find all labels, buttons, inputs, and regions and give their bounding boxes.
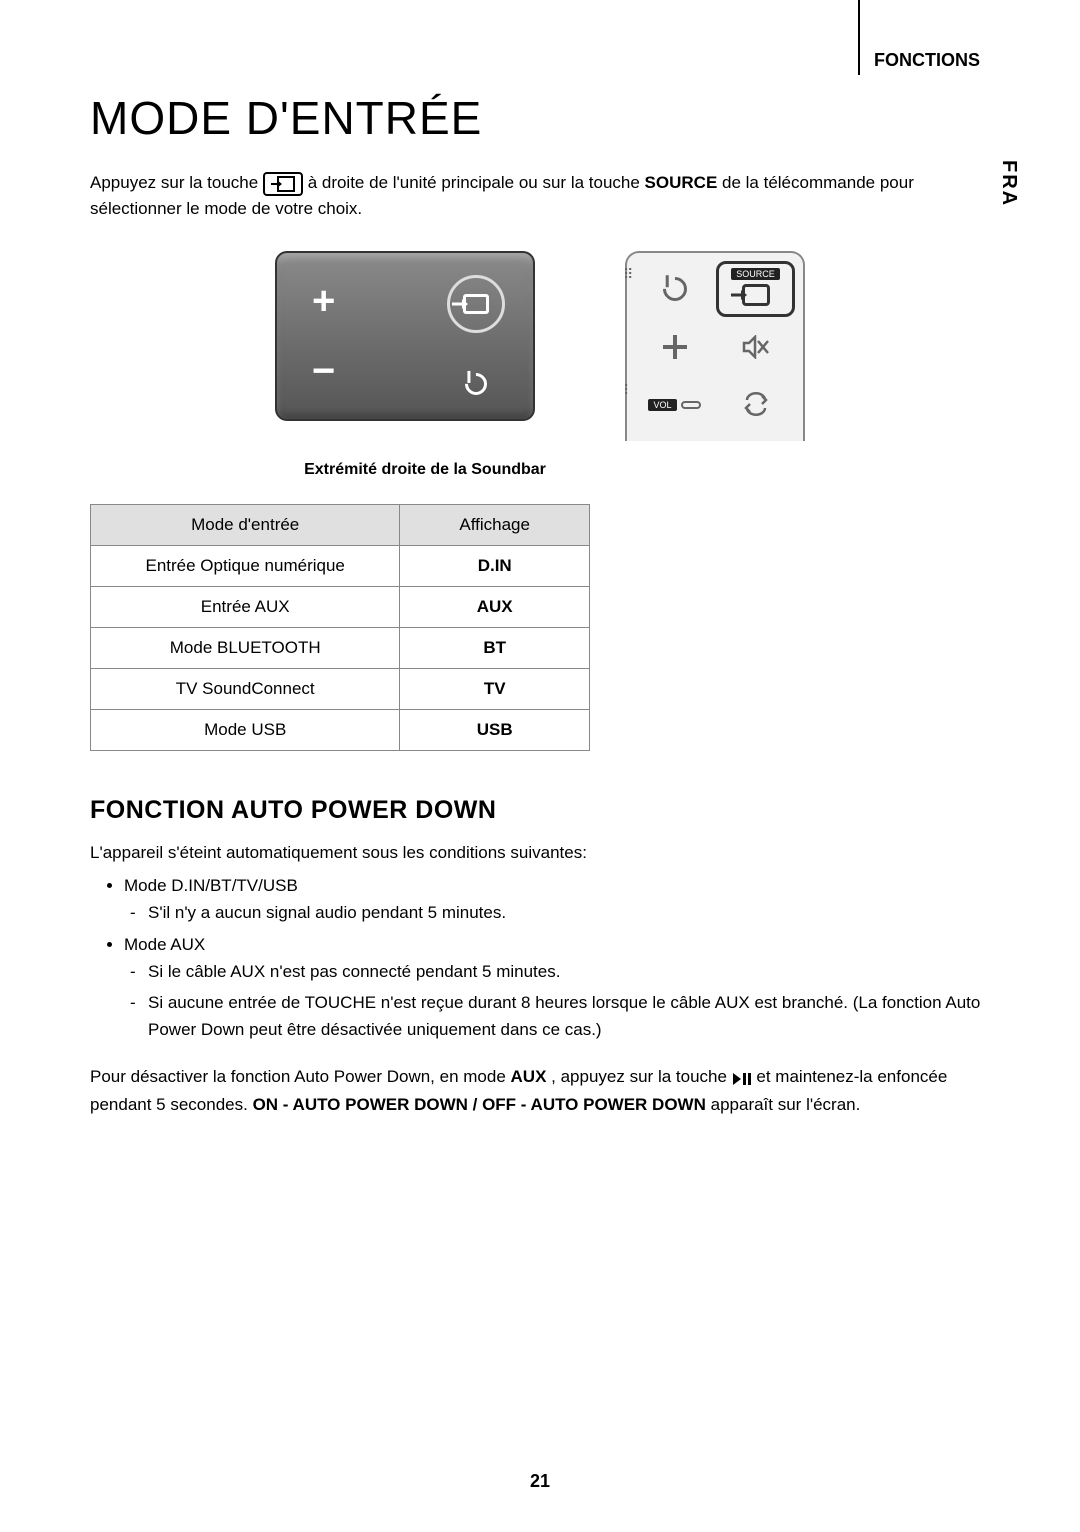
remote-power-button: ⠿ [639,265,710,313]
aux-bold: AUX [511,1067,547,1086]
source-icon [742,284,770,306]
closing-text: Pour désactiver la fonction Auto Power D… [90,1067,511,1086]
intro-source-word: SOURCE [645,173,718,192]
volume-up-icon: + [312,281,335,321]
table-row: Entrée AUX AUX [91,587,590,628]
table-cell: TV [400,669,590,710]
table-cell: Mode USB [91,710,400,751]
volume-up-icon [639,323,710,371]
auto-power-body: L'appareil s'éteint automatiquement sous… [90,839,990,1119]
table-cell: D.IN [400,546,590,587]
table-header-display: Affichage [400,505,590,546]
header-rule [858,0,860,75]
source-button-icon [447,275,505,333]
intro-text-1: Appuyez sur la touche [90,173,263,192]
list-item: Mode D.IN/BT/TV/USB S'il n'y a aucun sig… [124,872,990,926]
closing-text: apparaît sur l'écran. [711,1095,861,1114]
list-item: S'il n'y a aucun signal audio pendant 5 … [148,899,990,926]
vol-label: VOL [648,399,676,411]
soundbar-panel-figure: + − [275,251,535,421]
intro-paragraph: Appuyez sur la touche à droite de l'unit… [90,170,990,221]
input-mode-table: Mode d'entrée Affichage Entrée Optique n… [90,504,590,751]
power-icon [460,368,491,399]
source-inline-icon [263,172,303,196]
page: FONCTIONS FRA MODE D'ENTRÉE Appuyez sur … [0,0,1080,1119]
source-label: SOURCE [731,268,780,280]
mute-icon [720,323,791,371]
table-cell: Entrée Optique numérique [91,546,400,587]
closing-text: , appuyez sur la touche [551,1067,732,1086]
table-row: Mode USB USB [91,710,590,751]
table-cell: Mode BLUETOOTH [91,628,400,669]
volume-down-icon: − [312,351,335,391]
minus-pill-icon [681,401,701,409]
toggle-bold: ON - AUTO POWER DOWN / OFF - AUTO POWER … [253,1095,706,1114]
table-cell: BT [400,628,590,669]
list-item: Si le câble AUX n'est pas connecté penda… [148,958,990,985]
table-row: TV SoundConnect TV [91,669,590,710]
list-item: Si aucune entrée de TOUCHE n'est reçue d… [148,989,990,1043]
auto-power-intro: L'appareil s'éteint automatiquement sous… [90,839,990,866]
remote-source-button: SOURCE [720,265,791,313]
table-cell: USB [400,710,590,751]
section-subtitle: FONCTION AUTO POWER DOWN [90,796,990,825]
play-pause-icon [732,1064,752,1091]
table-cell: Entrée AUX [91,587,400,628]
table-cell: AUX [400,587,590,628]
bullet-text: Mode AUX [124,935,205,954]
remote-figure: ⠿ SOURCE ⠇ VOL [625,251,805,441]
figures-row: + − ⠿ SOURCE [90,251,990,441]
closing-paragraph: Pour désactiver la fonction Auto Power D… [90,1063,990,1118]
list-item: Mode AUX Si le câble AUX n'est pas conne… [124,931,990,1044]
table-row: Mode BLUETOOTH BT [91,628,590,669]
table-header-mode: Mode d'entrée [91,505,400,546]
bullet-text: Mode D.IN/BT/TV/USB [124,876,298,895]
table-cell: TV SoundConnect [91,669,400,710]
page-number: 21 [530,1471,550,1492]
figure-caption: Extrémité droite de la Soundbar [0,461,990,479]
table-row: Entrée Optique numérique D.IN [91,546,590,587]
remote-vol-row: ⠇ VOL [639,381,710,429]
page-title: MODE D'ENTRÉE [90,91,990,145]
language-tab: FRA [997,160,1020,207]
power-icon [658,272,692,306]
section-label: FONCTIONS [90,50,990,71]
repeat-icon [720,381,791,429]
intro-text-2: à droite de l'unité principale ou sur la… [308,173,645,192]
